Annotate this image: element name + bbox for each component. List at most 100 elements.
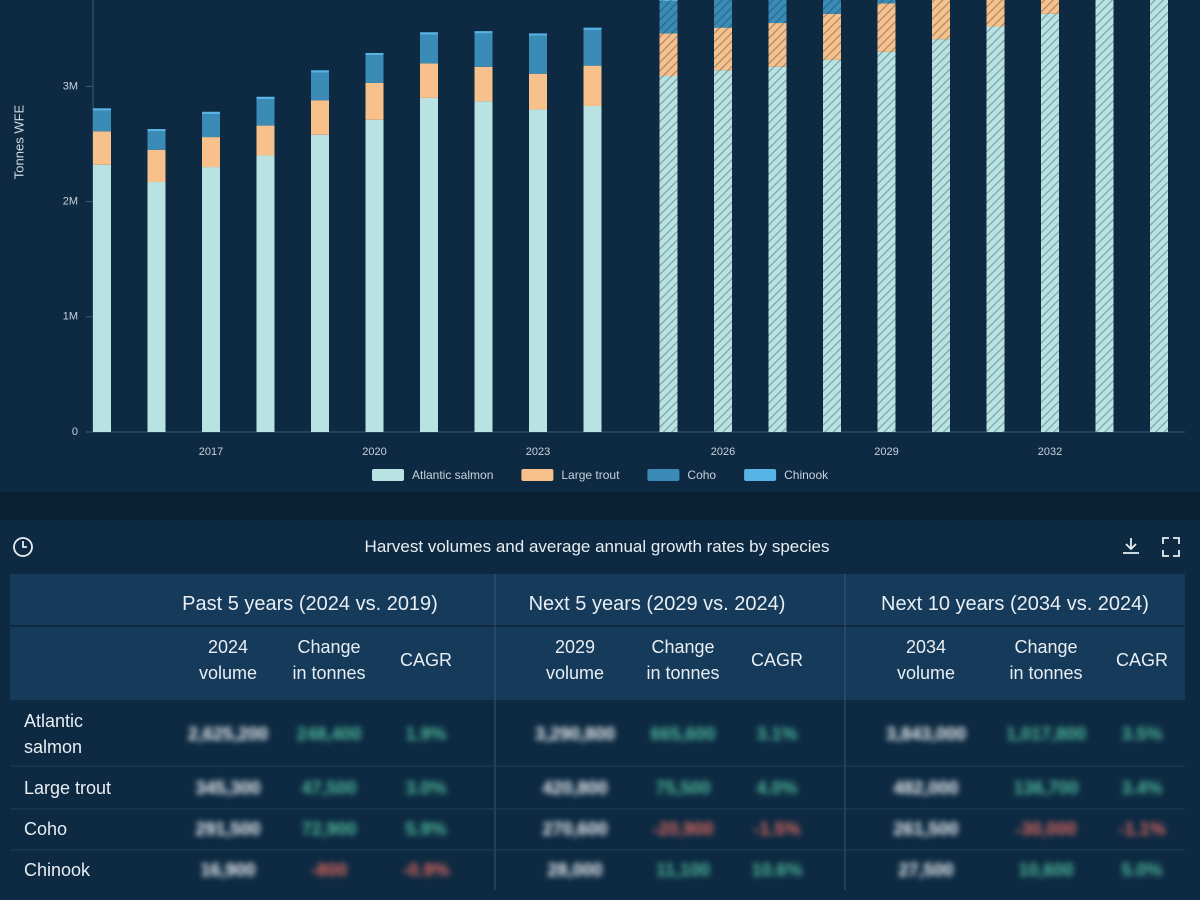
table-cell: Chinook — [24, 860, 91, 880]
y-axis-label: Tonnes WFE — [11, 104, 26, 179]
bar-segment — [311, 100, 329, 135]
table-cell: Change in tonnes — [646, 637, 720, 683]
table-cell: 28,000 — [547, 860, 603, 880]
table-cell: 248,400 — [296, 724, 362, 744]
bar-segment — [256, 155, 275, 432]
bar-segment — [147, 182, 166, 432]
forecast-hatch — [659, 76, 678, 433]
table-cell: 10,600 — [1018, 860, 1074, 880]
table-cell: Large trout — [24, 778, 112, 798]
bar-segment — [93, 131, 111, 165]
bar-segment — [202, 114, 220, 138]
table-cell: 16,900 — [200, 860, 256, 880]
table-cell: 665,600 — [650, 724, 716, 744]
bar-segment — [420, 63, 438, 98]
table-cell: 10.6% — [751, 860, 803, 880]
table-cell: CAGR — [399, 650, 453, 670]
forecast-hatch — [714, 27, 732, 71]
forecast-hatch — [768, 23, 787, 67]
table-cell: Past 5 years (2024 vs. 2019) — [182, 593, 438, 615]
table-cell: 3.0% — [405, 778, 447, 798]
table-cell: 4.0% — [756, 778, 798, 798]
forecast-hatch — [659, 1, 678, 34]
forecast-hatch — [932, 39, 950, 432]
bar-segment — [311, 72, 329, 101]
legend-swatch — [521, 469, 554, 481]
table-title: Harvest volumes and average annual growt… — [364, 537, 830, 556]
table-cell: 136,700 — [1013, 778, 1079, 798]
table-cell: -800 — [310, 860, 348, 880]
forecast-hatch — [1041, 0, 1059, 14]
bar-segment — [529, 109, 547, 432]
table-cell: 2,625,200 — [187, 724, 269, 744]
forecast-hatch — [986, 26, 1005, 432]
bar-segment — [311, 70, 329, 73]
forecast-hatch — [877, 51, 896, 433]
legend-swatch — [372, 469, 404, 481]
bar-segment — [420, 32, 438, 35]
table-cell: Change in tonnes — [292, 637, 366, 683]
table-cell: Next 5 years (2029 vs. 2024) — [528, 593, 786, 615]
x-tick-label: 2032 — [1038, 446, 1062, 458]
table-cell: 2029 volume — [545, 637, 605, 683]
table-cell: 1.9% — [405, 724, 447, 744]
chart-panel: Tonnes WFE 0 1M 2M 3M 2017 2020 2023 2026 2029 20… — [0, 0, 1200, 492]
x-tick-label: 2023 — [526, 446, 550, 458]
bar-segment — [474, 31, 493, 34]
table-cell: Atlantic salmon — [24, 711, 84, 757]
table-bg — [10, 537, 1185, 890]
bar-segment — [420, 34, 438, 64]
expand-icon[interactable] — [1162, 537, 1180, 557]
bar-segment — [93, 164, 111, 432]
x-tick-label: 2029 — [874, 446, 898, 458]
table-cell: 270,600 — [542, 819, 608, 839]
forecast-hatch — [877, 3, 896, 52]
bar-segment — [529, 73, 547, 110]
bar-segment — [93, 108, 111, 111]
bar-segment — [202, 167, 220, 433]
bar-segment — [147, 149, 166, 183]
bar-segment — [202, 111, 220, 115]
bar-segment — [365, 52, 384, 56]
forecast-hatch — [714, 0, 732, 28]
forecast-hatch — [932, 0, 950, 40]
table-cell: 27,500 — [898, 860, 954, 880]
legend-label: Chinook — [784, 468, 829, 482]
bar-segment — [93, 110, 111, 132]
table-cell: Coho — [24, 819, 68, 839]
bar-segment — [365, 82, 384, 120]
forecast-hatch — [768, 0, 787, 24]
bar-segment — [256, 125, 275, 156]
table-cell: Change in tonnes — [1009, 637, 1083, 683]
table-cell: 47,500 — [301, 778, 357, 798]
table-cell: 3,290,800 — [534, 724, 616, 744]
bar-segment — [420, 97, 438, 433]
table-cell: -30,000 — [1015, 819, 1077, 839]
bar-segment — [474, 33, 493, 67]
table-cell: -1.1% — [1118, 819, 1166, 839]
bar-segment — [474, 101, 493, 432]
table-cell: 3.4% — [1121, 778, 1163, 798]
y-tick-label: 3M — [63, 80, 78, 92]
forecast-hatch — [714, 70, 732, 432]
bar-segment — [256, 99, 275, 126]
table-cell: -1.5% — [753, 819, 801, 839]
bar-segment — [147, 129, 166, 132]
forecast-hatch — [659, 33, 678, 77]
table-cell: 3.5% — [1121, 724, 1163, 744]
legend-label: Coho — [687, 468, 716, 482]
bar-segment — [529, 33, 547, 36]
legend-swatch — [744, 469, 777, 481]
bar-segment — [365, 55, 384, 83]
forecast-hatch — [823, 13, 841, 60]
bars — [93, 0, 1168, 433]
bar-segment — [147, 131, 166, 150]
download-icon[interactable] — [1123, 538, 1139, 554]
table-cell: -20,900 — [652, 819, 714, 839]
table-cell: 291,500 — [195, 819, 261, 839]
table-cell: CAGR — [750, 650, 804, 670]
table-cell: 2024 volume — [198, 637, 258, 683]
bar-segment — [311, 134, 329, 432]
table-cell: 261,500 — [893, 819, 959, 839]
forecast-hatch — [1150, 0, 1168, 432]
